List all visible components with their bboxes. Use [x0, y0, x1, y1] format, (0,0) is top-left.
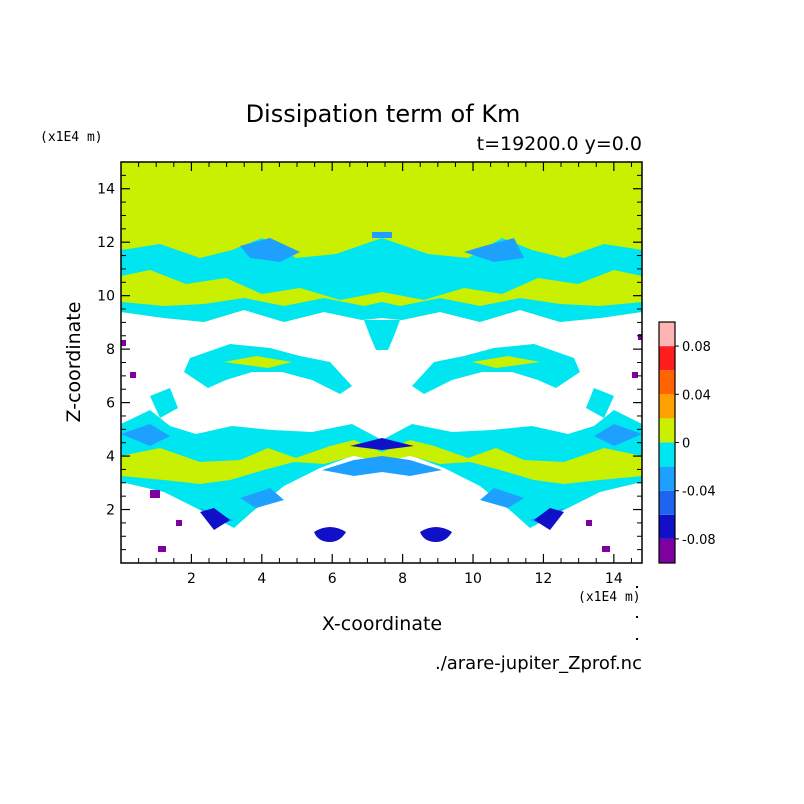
x-tick-label: 12 [535, 571, 553, 587]
contour-patch [121, 270, 642, 306]
x-axis-label: X-coordinate [322, 613, 442, 635]
y-tick-label: 12 [97, 235, 115, 251]
source-file-label: ./arare-jupiter_Zprof.nc [435, 653, 642, 674]
marker-dot [636, 638, 638, 640]
colorbar-swatch [659, 442, 675, 467]
x-tick-label: 4 [257, 571, 266, 587]
colorbar-swatch [659, 538, 675, 563]
y-tick-label: 6 [106, 396, 115, 412]
colorbar-swatch [659, 394, 675, 419]
colorbar-tick-label: 0 [682, 437, 690, 452]
colorbar-swatch [659, 418, 675, 443]
y-tick-label: 4 [106, 449, 115, 465]
x-axis-ticks: 2 4 6 8 10 12 14 [138, 162, 632, 587]
marker-dot [636, 616, 638, 618]
colorbar-tick-label: 0.08 [682, 340, 711, 355]
y-tick-label: 8 [106, 342, 115, 358]
colorbar-swatch [659, 514, 675, 539]
x-tick-label: 6 [328, 571, 337, 587]
x-tick-label: 10 [464, 571, 482, 587]
y-axis-label: Z-coordinate [63, 302, 85, 423]
colorbar-swatch [659, 322, 675, 347]
colorbar-swatch [659, 370, 675, 395]
y-axis-ticks: 2 4 6 8 10 12 14 [97, 161, 642, 551]
colorbar-swatch [659, 346, 675, 371]
colorbar: -0.08 -0.04 0 0.04 0.08 [658, 321, 716, 564]
contour-patch [364, 320, 400, 350]
contour-patch [121, 424, 642, 526]
contour-field [121, 162, 642, 563]
marker-dot [636, 586, 638, 588]
contour-patch [240, 232, 524, 262]
chart-title: Dissipation term of Km [246, 100, 521, 128]
y-tick-label: 2 [106, 503, 115, 519]
y-tick-label: 14 [97, 182, 115, 198]
contour-patch [184, 344, 580, 394]
contour-patch [121, 440, 642, 484]
contour-patch [224, 356, 540, 368]
contour-patch [314, 527, 452, 542]
x-tick-label: 8 [398, 571, 407, 587]
y-tick-label: 10 [97, 289, 115, 305]
x-unit-label: (x1E4 m) [578, 590, 641, 605]
colorbar-swatch [659, 490, 675, 515]
z-unit-label: (x1E4 m) [40, 130, 103, 145]
x-tick-label: 2 [187, 571, 196, 587]
colorbar-tick-label: -0.04 [682, 485, 716, 500]
colorbar-swatch [659, 466, 675, 491]
colorbar-tick-label: -0.08 [682, 533, 716, 548]
colorbar-tick-label: 0.04 [682, 388, 711, 403]
chart-subtitle: t=19200.0 y=0.0 [477, 133, 642, 155]
x-tick-label: 14 [605, 571, 623, 587]
